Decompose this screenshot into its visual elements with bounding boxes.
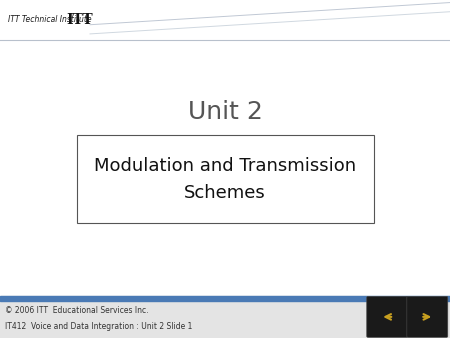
Bar xyxy=(0,0,450,40)
Text: ITT Technical Institute: ITT Technical Institute xyxy=(8,16,92,24)
Bar xyxy=(76,135,373,223)
Text: Modulation and Transmission: Modulation and Transmission xyxy=(94,156,356,175)
Text: Schemes: Schemes xyxy=(184,184,266,202)
FancyBboxPatch shape xyxy=(407,296,448,337)
Text: IT412  Voice and Data Integration : Unit 2 Slide 1: IT412 Voice and Data Integration : Unit … xyxy=(5,322,193,331)
Bar xyxy=(0,296,450,301)
Text: ITT: ITT xyxy=(67,13,93,27)
Text: © 2006 ITT  Educational Services Inc.: © 2006 ITT Educational Services Inc. xyxy=(5,306,149,315)
FancyBboxPatch shape xyxy=(367,296,408,337)
Bar xyxy=(0,296,450,338)
Text: Unit 2: Unit 2 xyxy=(188,99,262,123)
